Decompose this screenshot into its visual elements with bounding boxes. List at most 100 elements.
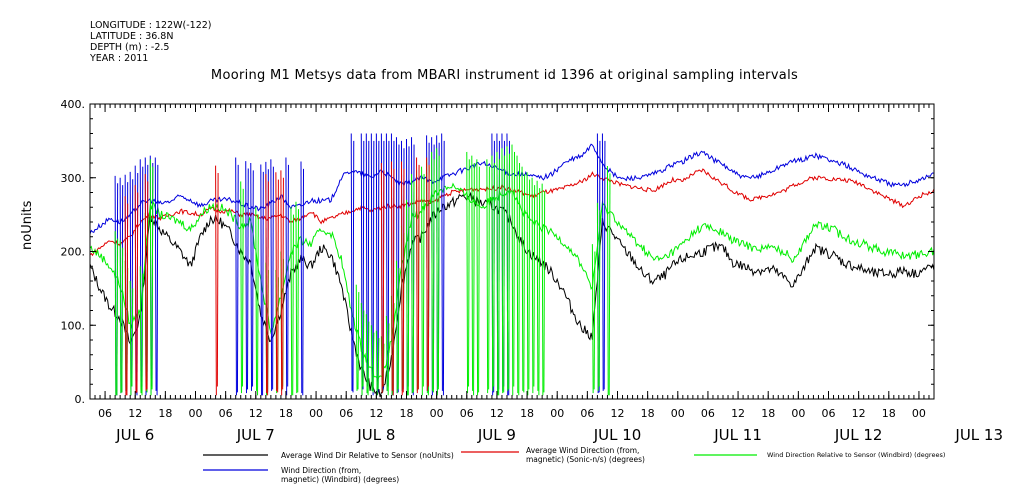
depth-text: DEPTH (m) : -2.5 <box>90 42 170 53</box>
spike-mark <box>215 165 217 396</box>
day-label: JUL 10 <box>593 426 642 444</box>
spike-mark <box>591 244 594 394</box>
spike-mark <box>235 157 237 396</box>
day-label: JUL 7 <box>236 426 275 444</box>
spike-mark <box>297 209 299 393</box>
spike-mark <box>417 164 420 390</box>
latitude-text: LATITUDE : 36.8N <box>90 31 174 42</box>
x-tick-label: 18 <box>158 407 172 420</box>
spike-mark <box>126 203 129 396</box>
spike-mark <box>531 177 534 394</box>
spike-mark <box>302 168 305 396</box>
spike-mark <box>412 181 415 393</box>
x-tick-label: 12 <box>731 407 745 420</box>
spike-mark <box>285 157 288 396</box>
y-tick-label: 300. <box>61 172 86 185</box>
spike-mark <box>503 155 505 393</box>
legend-label-3: Wind Direction Relative to Sensor (Windb… <box>767 451 946 459</box>
spike-mark <box>146 181 149 390</box>
y-tick-label: 0. <box>75 393 86 406</box>
spike-mark <box>416 157 418 394</box>
spike-mark <box>498 159 500 396</box>
spike-mark <box>608 173 611 396</box>
spike-mark <box>151 166 154 390</box>
y-axis-label: noUnits <box>20 200 35 250</box>
spike-mark <box>272 166 274 390</box>
x-tick-label: 06 <box>460 407 474 420</box>
x-tick-label: 12 <box>611 407 625 420</box>
x-tick-label: 12 <box>128 407 142 420</box>
spike-mark <box>526 172 529 396</box>
spike-mark <box>134 185 137 394</box>
spike-mark <box>523 174 526 393</box>
spike-mark <box>360 303 363 396</box>
spike-mark <box>280 170 283 396</box>
spike-mark <box>216 172 219 387</box>
spike-mark <box>493 162 495 387</box>
spike-mark <box>601 133 604 391</box>
spike-mark <box>250 162 253 391</box>
spike-mark <box>252 170 254 387</box>
spike-mark <box>287 164 289 387</box>
x-tick-label: 00 <box>550 407 564 420</box>
spike-mark <box>277 179 279 393</box>
spike-mark <box>375 330 378 396</box>
x-tick-label: 06 <box>701 407 715 420</box>
spike-mark <box>156 164 159 396</box>
spike-mark <box>265 174 268 394</box>
x-tick-label: 18 <box>641 407 655 420</box>
spike-mark <box>141 273 144 396</box>
x-tick-label: 06 <box>580 407 594 420</box>
spike-mark <box>468 159 470 387</box>
spike-mark <box>382 170 385 387</box>
spike-mark <box>536 180 539 391</box>
spike-mark <box>282 177 284 390</box>
spike-mark <box>392 168 395 396</box>
spike-mark <box>352 140 355 393</box>
spike-mark <box>471 155 474 391</box>
spike-mark <box>380 162 383 394</box>
spike-mark <box>406 199 408 396</box>
day-label: JUL 9 <box>477 426 516 444</box>
spike-mark <box>478 166 480 393</box>
spike-mark <box>508 153 510 390</box>
spike-mark <box>246 168 249 390</box>
spike-mark <box>411 174 413 394</box>
spike-mark <box>300 161 303 394</box>
spike-mark <box>131 288 134 387</box>
spike-mark <box>275 172 278 391</box>
legend-label-1: Average Wind Dir Relative to Sensor (noU… <box>281 451 454 460</box>
spike-mark <box>533 185 536 387</box>
spike-mark <box>538 188 541 396</box>
x-tick-label: 18 <box>279 407 293 420</box>
spike-mark <box>476 159 479 396</box>
spike-mark <box>506 146 509 391</box>
spike-mark <box>295 201 298 394</box>
x-tick-label: 00 <box>189 407 203 420</box>
x-tick-label: 06 <box>822 407 836 420</box>
spike-mark <box>362 310 365 387</box>
spike-mark <box>436 148 438 396</box>
spike-mark <box>262 171 264 396</box>
spike-mark <box>260 164 263 396</box>
spike-mark <box>431 151 433 391</box>
spike-mark <box>267 181 269 396</box>
spike-mark <box>407 207 410 396</box>
spike-mark <box>513 151 516 387</box>
spike-mark <box>442 140 445 396</box>
x-tick-label: 12 <box>249 407 263 420</box>
spike-mark <box>528 179 531 390</box>
spike-mark <box>390 161 393 391</box>
spike-mark <box>119 240 122 394</box>
spike-mark <box>516 155 519 394</box>
x-tick-label: 12 <box>852 407 866 420</box>
spike-mark <box>426 157 428 391</box>
spike-mark <box>473 162 475 396</box>
spike-mark <box>154 157 157 391</box>
day-label: JUL 6 <box>115 426 154 444</box>
spike-mark <box>511 144 514 396</box>
x-tick-label: 00 <box>912 407 926 420</box>
spike-mark <box>124 196 127 396</box>
spike-mark <box>236 164 239 393</box>
